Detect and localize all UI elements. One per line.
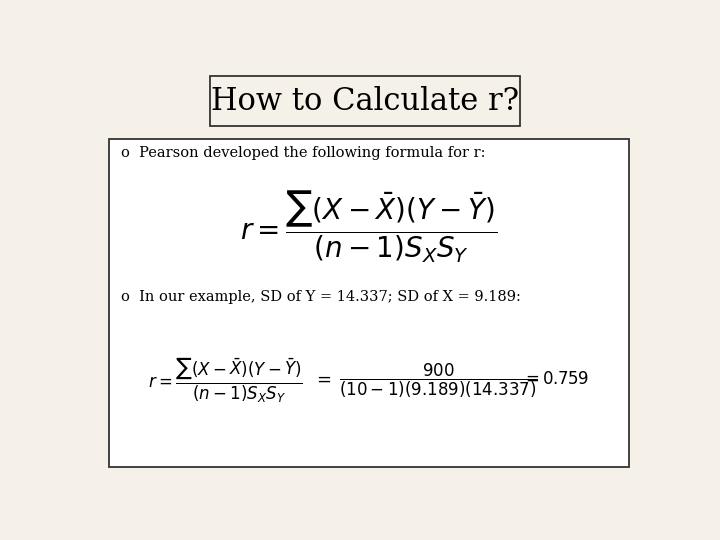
FancyBboxPatch shape xyxy=(109,139,629,467)
Text: $= 0.759$: $= 0.759$ xyxy=(522,370,588,388)
Text: How to Calculate r?: How to Calculate r? xyxy=(211,86,519,117)
Text: o  Pearson developed the following formula for r:: o Pearson developed the following formul… xyxy=(121,146,485,160)
Text: $r = \dfrac{\sum(X-\bar{X})(Y-\bar{Y})}{(n-1)S_X S_Y}$: $r = \dfrac{\sum(X-\bar{X})(Y-\bar{Y})}{… xyxy=(240,188,498,265)
Text: $=$: $=$ xyxy=(313,370,332,388)
Text: $\dfrac{900}{(10-1)(9.189)(14.337)}$: $\dfrac{900}{(10-1)(9.189)(14.337)}$ xyxy=(339,361,538,400)
Text: $r = \dfrac{\sum(X-\bar{X})(Y-\bar{Y})}{(n-1)S_X S_Y}$: $r = \dfrac{\sum(X-\bar{X})(Y-\bar{Y})}{… xyxy=(148,356,303,405)
FancyBboxPatch shape xyxy=(210,76,520,126)
Text: o  In our example, SD of Y = 14.337; SD of X = 9.189:: o In our example, SD of Y = 14.337; SD o… xyxy=(121,291,521,305)
